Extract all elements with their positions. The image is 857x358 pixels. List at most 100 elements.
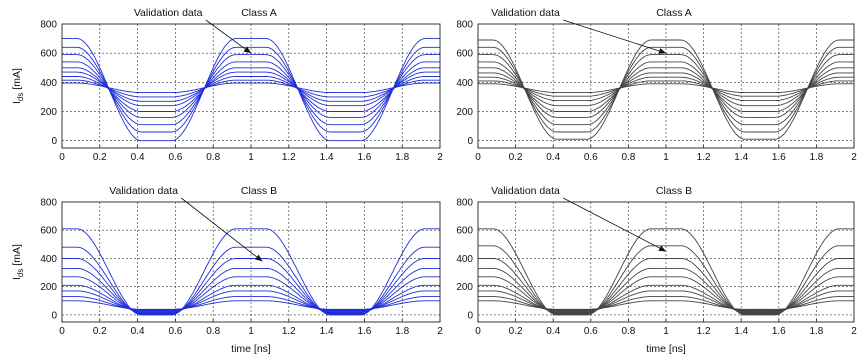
- chart-title: Class B: [656, 185, 692, 197]
- y-tick-label: 400: [40, 254, 57, 265]
- series-line-5: [62, 276, 440, 313]
- x-tick-label: 0.4: [546, 326, 560, 337]
- series-line-7: [478, 76, 854, 102]
- series-line-5: [62, 67, 440, 112]
- series-line-6: [62, 71, 440, 107]
- y-tick-label: 400: [456, 254, 473, 265]
- x-tick-label: 0.2: [93, 152, 107, 163]
- y-tick-label: 200: [456, 282, 473, 293]
- x-tick-label: 1.4: [734, 152, 748, 163]
- arrow-head: [254, 254, 263, 262]
- x-tick-label: 1.2: [282, 326, 296, 337]
- chart-title: Class A: [241, 7, 277, 19]
- annotation-arrow: [205, 19, 252, 54]
- x-tick-label: 0.2: [93, 326, 107, 337]
- arrow-head: [658, 48, 666, 54]
- y-axis-label-main: I: [11, 277, 23, 280]
- y-tick-label: 800: [456, 20, 473, 31]
- series-line-9: [478, 300, 854, 310]
- series-line-8: [478, 80, 854, 97]
- annotation-label: Validation data: [134, 7, 203, 19]
- x-tick-label: 1.8: [809, 152, 823, 163]
- y-axis-label-main: I: [11, 101, 23, 104]
- y-tick-label: 600: [456, 49, 473, 60]
- series-line-6: [478, 72, 854, 107]
- y-tick-label: 200: [40, 282, 57, 293]
- series-line-7: [62, 76, 440, 102]
- y-tick-label: 600: [40, 49, 57, 60]
- y-tick-label: 800: [40, 20, 57, 31]
- y-tick-label: 600: [456, 226, 473, 237]
- x-tick-label: 1.4: [320, 152, 334, 163]
- series-line-1: [478, 39, 854, 140]
- annotation-label: Validation data: [109, 185, 178, 197]
- x-tick-label: 1: [248, 152, 254, 163]
- y-tick-label: 200: [40, 107, 57, 118]
- x-tick-label: 2: [851, 326, 857, 337]
- chart-title: Class B: [241, 185, 277, 197]
- y-tick-label: 400: [456, 78, 473, 89]
- annotation-arrow: [181, 197, 263, 262]
- chart-panel-top-left: 0 0.2 0.4 0.6 0.8 1 1.2 1.4 1.6 1.8 2 0 200 400 600 800…: [11, 7, 443, 163]
- series-line-4: [62, 61, 440, 118]
- x-tick-label: 2: [851, 152, 857, 163]
- series-line-3: [62, 258, 440, 314]
- chart-panel-top-right: 0 0.2 0.4 0.6 0.8 1 1.2 1.4 1.6 1.8 2 0 200 400 600 800…: [456, 7, 857, 163]
- y-axis-label-unit: [mA]: [11, 68, 23, 90]
- x-tick-label: 0.8: [621, 152, 635, 163]
- x-tick-label: 0: [59, 152, 65, 163]
- series-line-2: [62, 46, 440, 133]
- x-tick-label: 1.2: [282, 152, 296, 163]
- y-tick-label: 600: [40, 226, 57, 237]
- series-line-9: [62, 300, 440, 310]
- x-tick-label: 0.4: [131, 152, 145, 163]
- x-tick-label: 0.6: [168, 326, 182, 337]
- series-line-8: [62, 79, 440, 98]
- y-tick-label: 0: [51, 136, 57, 147]
- y-axis-label: Ids [mA]: [11, 244, 25, 280]
- y-axis-label-sub: ds: [16, 269, 25, 277]
- x-tick-label: 1: [663, 326, 669, 337]
- y-tick-label: 800: [40, 198, 57, 209]
- series-line-3: [62, 54, 440, 126]
- x-tick-label: 0.8: [206, 326, 220, 337]
- series-line-5: [478, 67, 854, 112]
- x-tick-label: 0.6: [584, 326, 598, 337]
- y-axis-label-unit: [mA]: [11, 244, 23, 266]
- annotation-label: Validation data: [491, 7, 560, 19]
- x-tick-label: 1.2: [697, 326, 711, 337]
- y-tick-label: 800: [456, 198, 473, 209]
- series-line-5: [478, 276, 854, 313]
- y-tick-label: 0: [51, 310, 57, 321]
- x-tick-label: 1.8: [395, 326, 409, 337]
- y-axis-label: Ids [mA]: [11, 68, 25, 104]
- x-tick-label: 0.6: [584, 152, 598, 163]
- x-tick-label: 1.2: [697, 152, 711, 163]
- x-tick-label: 0: [475, 152, 481, 163]
- x-tick-label: 0.2: [509, 326, 523, 337]
- x-tick-label: 1: [248, 326, 254, 337]
- x-tick-label: 0: [475, 326, 481, 337]
- series-line-4: [478, 267, 854, 314]
- chart-panel-bottom-left: 0 0.2 0.4 0.6 0.8 1 1.2 1.4 1.6 1.8 2 0 200 400 600 800…: [11, 185, 443, 355]
- x-tick-label: 0.4: [546, 152, 560, 163]
- x-tick-label: 0.2: [509, 152, 523, 163]
- x-tick-label: 0.4: [131, 326, 145, 337]
- series-line-9: [62, 82, 440, 94]
- series-line-9: [478, 83, 854, 94]
- x-tick-label: 1.6: [772, 326, 786, 337]
- x-tick-label: 2: [437, 326, 443, 337]
- y-tick-label: 400: [40, 78, 57, 89]
- x-tick-label: 0.6: [168, 152, 182, 163]
- series-line-2: [478, 46, 854, 133]
- y-tick-label: 0: [467, 136, 473, 147]
- chart-title: Class A: [656, 7, 692, 19]
- x-tick-label: 1.6: [772, 152, 786, 163]
- series-line-3: [478, 54, 854, 126]
- arrow-head: [658, 245, 666, 252]
- series-line-1: [62, 38, 440, 142]
- x-tick-label: 1.8: [395, 152, 409, 163]
- x-tick-label: 1.4: [320, 326, 334, 337]
- series-line-2: [478, 245, 854, 315]
